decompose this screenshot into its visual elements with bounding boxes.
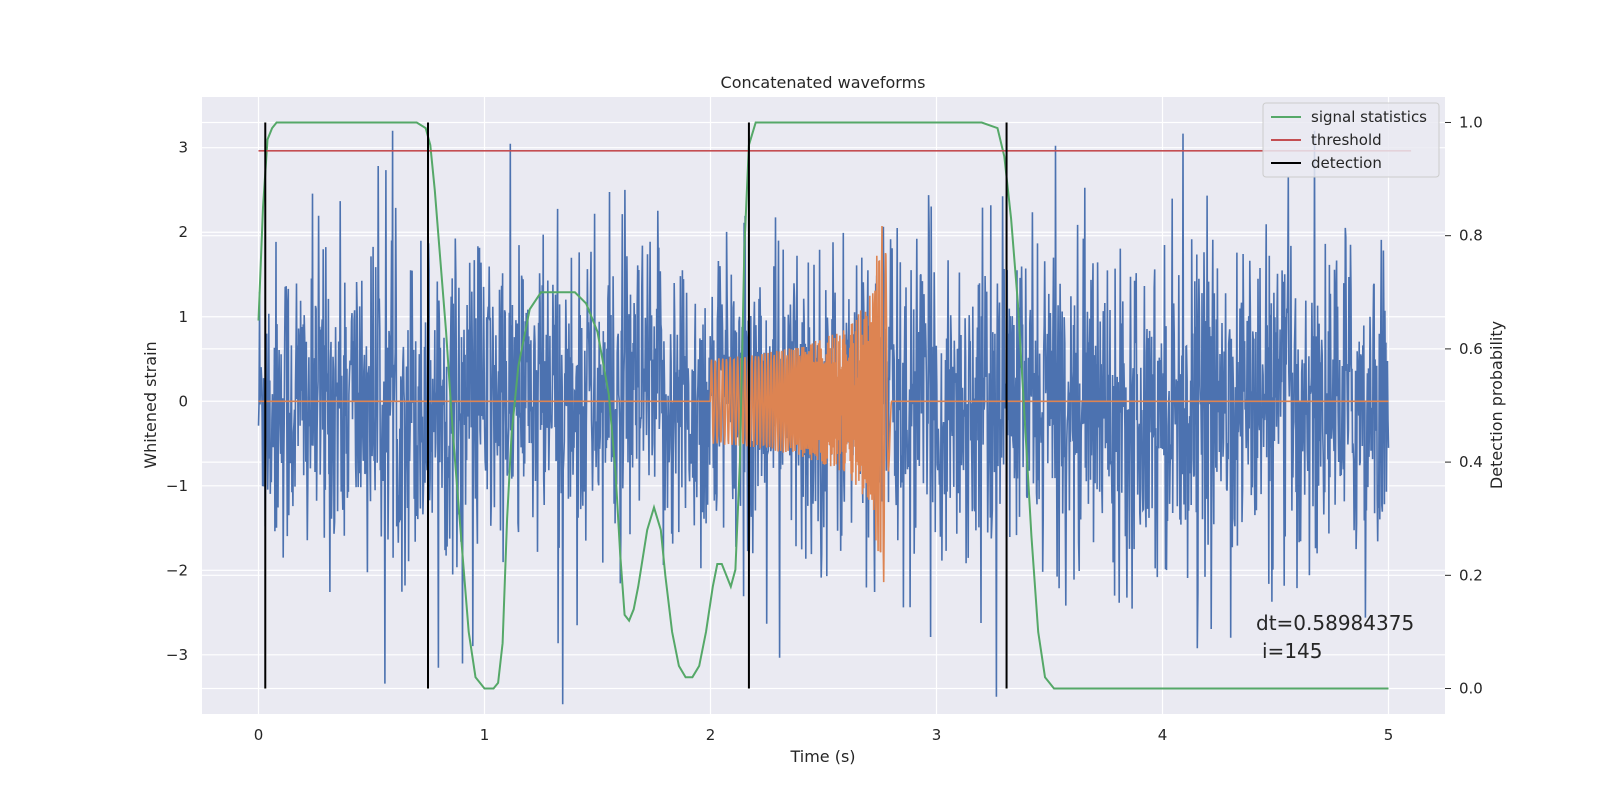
axes-layer: 0 1 2 3 4 5 −3 −2 −1 0 1 2 3 0.0 0.2 0.4 0.6 0.8 1.0 xyxy=(166,113,1483,744)
y2-tick-label: 0.8 xyxy=(1459,227,1483,245)
y2-tick-label: 0.0 xyxy=(1459,680,1483,698)
annotation-i: i=145 xyxy=(1262,639,1323,663)
x-tick-label: 3 xyxy=(932,726,942,744)
x-tick-label: 1 xyxy=(480,726,490,744)
chart-title: Concatenated waveforms xyxy=(721,73,926,92)
x-tick-label: 4 xyxy=(1158,726,1168,744)
legend-label: detection xyxy=(1311,154,1382,172)
y2-tick-label: 0.6 xyxy=(1459,340,1483,358)
y-tick-label: −2 xyxy=(166,561,188,579)
annotation-dt: dt=0.58984375 xyxy=(1256,611,1414,635)
y-tick-label: 2 xyxy=(178,223,188,241)
y2-tick-label: 0.4 xyxy=(1459,453,1483,471)
y-tick-label: 3 xyxy=(178,139,188,157)
series-layer xyxy=(257,121,1412,705)
y-tick-label: −1 xyxy=(166,477,188,495)
x-tick-label: 5 xyxy=(1384,726,1394,744)
legend-box xyxy=(1262,102,1440,178)
y-tick-label: −3 xyxy=(166,646,188,664)
x-tick-label: 0 xyxy=(254,726,264,744)
y-tick-label: 0 xyxy=(178,392,188,410)
chirp-series-line xyxy=(258,225,1389,583)
y2-tick-label: 0.2 xyxy=(1459,566,1483,584)
y2-tick-label: 1.0 xyxy=(1459,113,1483,131)
y2-axis-label: Detection probability xyxy=(1487,321,1506,489)
legend: signal statistics threshold detection xyxy=(1262,102,1440,178)
x-axis-label: Time (s) xyxy=(789,747,855,766)
signal-statistics-line xyxy=(257,121,1389,690)
noise-series-line xyxy=(257,130,1390,705)
y-axis-label: Whitened strain xyxy=(141,341,160,468)
legend-label: signal statistics xyxy=(1311,108,1427,126)
x-tick-label: 2 xyxy=(706,726,716,744)
y-tick-label: 1 xyxy=(178,308,188,326)
legend-label: threshold xyxy=(1311,131,1382,149)
